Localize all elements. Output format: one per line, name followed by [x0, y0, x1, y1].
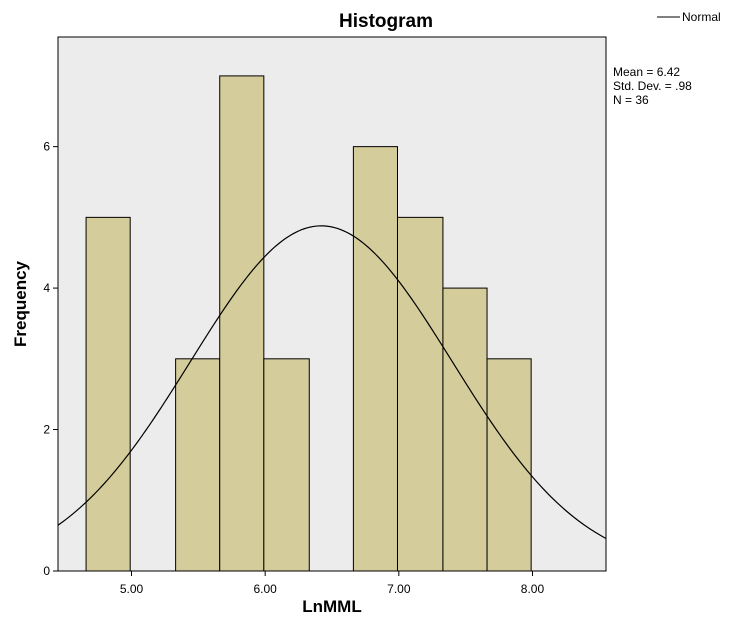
bar-group: [85, 75, 532, 572]
x-tick-label: 6.00: [253, 582, 277, 596]
x-axis: 5.00 6.00 7.00 8.00: [120, 571, 545, 596]
histogram-bar: [219, 75, 265, 572]
stats-box: Mean = 6.42 Std. Dev. = .98 N = 36: [613, 65, 692, 107]
histogram-bar: [396, 216, 444, 572]
stats-std-dev: Std. Dev. = .98: [613, 79, 692, 93]
histogram-bar: [352, 146, 398, 572]
chart-title: Histogram: [339, 11, 433, 32]
y-axis: 0 2 4 6: [43, 140, 58, 578]
y-tick-label: 2: [43, 423, 50, 437]
x-tick-label: 8.00: [521, 582, 545, 596]
y-tick-label: 0: [43, 564, 50, 578]
normal-curve: [57, 225, 607, 539]
y-axis-title: Frequency: [11, 260, 30, 347]
histogram-bar: [175, 358, 221, 572]
stats-mean: Mean = 6.42: [613, 65, 680, 79]
x-tick-label: 5.00: [120, 582, 144, 596]
y-tick-label: 6: [43, 140, 50, 154]
x-tick-label: 7.00: [387, 582, 411, 596]
histogram-bar: [442, 287, 488, 572]
y-tick-label: 4: [43, 281, 50, 295]
histogram-bar: [263, 358, 310, 572]
histogram-bar: [486, 358, 532, 572]
stats-n: N = 36: [613, 93, 649, 107]
legend-label-normal: Normal: [682, 10, 721, 24]
x-axis-title: LnMML: [302, 597, 361, 616]
histogram-bar: [85, 216, 131, 572]
legend: Normal: [657, 10, 721, 24]
